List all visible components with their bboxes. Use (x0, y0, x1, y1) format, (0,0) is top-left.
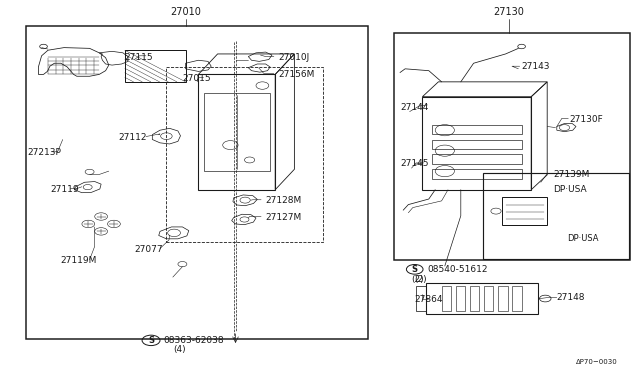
Bar (198, 74, 275, 190)
Text: DP·USA: DP·USA (566, 234, 598, 243)
Bar (26, 26, 368, 339)
Text: 08363-62038: 08363-62038 (163, 336, 224, 345)
Bar (432, 140, 522, 149)
Bar (426, 283, 538, 314)
Text: 27119: 27119 (50, 185, 79, 194)
Text: 27010: 27010 (170, 7, 201, 17)
Text: 27115: 27115 (125, 53, 154, 62)
Bar (422, 97, 531, 190)
Text: DP·USA: DP·USA (554, 185, 588, 194)
Text: ΔP70−0030: ΔP70−0030 (576, 359, 618, 365)
Text: 08540-51612: 08540-51612 (427, 265, 488, 274)
Bar (394, 33, 630, 260)
Text: 27139M: 27139M (554, 170, 590, 179)
Bar (432, 154, 522, 164)
Text: 27156M: 27156M (278, 70, 315, 79)
Bar (512, 286, 522, 311)
Bar (484, 286, 493, 311)
Bar (125, 50, 186, 82)
Text: 27864: 27864 (415, 295, 444, 304)
Bar (432, 169, 522, 179)
Bar (470, 286, 479, 311)
Bar (204, 93, 270, 171)
Text: 27130F: 27130F (570, 115, 604, 124)
Bar (416, 286, 426, 311)
Text: 27119M: 27119M (61, 256, 97, 265)
Text: (2): (2) (412, 275, 424, 284)
Text: S: S (412, 265, 418, 274)
Text: 27015: 27015 (182, 74, 211, 83)
Text: 27112: 27112 (118, 133, 147, 142)
Bar (502, 197, 547, 225)
Text: 27144: 27144 (400, 103, 428, 112)
Text: 27127M: 27127M (266, 213, 302, 222)
Bar (166, 67, 323, 242)
Bar (432, 125, 522, 134)
Text: 27213P: 27213P (27, 148, 61, 157)
Text: S: S (148, 336, 154, 345)
Bar (483, 173, 629, 259)
Text: 27130: 27130 (493, 7, 524, 17)
Bar (498, 286, 508, 311)
Text: 27143: 27143 (522, 62, 550, 71)
Text: 27145: 27145 (400, 159, 429, 168)
Text: 27148: 27148 (557, 293, 586, 302)
Bar (456, 286, 465, 311)
Text: 27128M: 27128M (266, 196, 302, 205)
Text: (2): (2) (415, 275, 428, 284)
Text: 27010J: 27010J (278, 53, 310, 62)
Bar (442, 286, 451, 311)
Text: 27077: 27077 (134, 245, 163, 254)
Text: (4): (4) (173, 345, 186, 354)
